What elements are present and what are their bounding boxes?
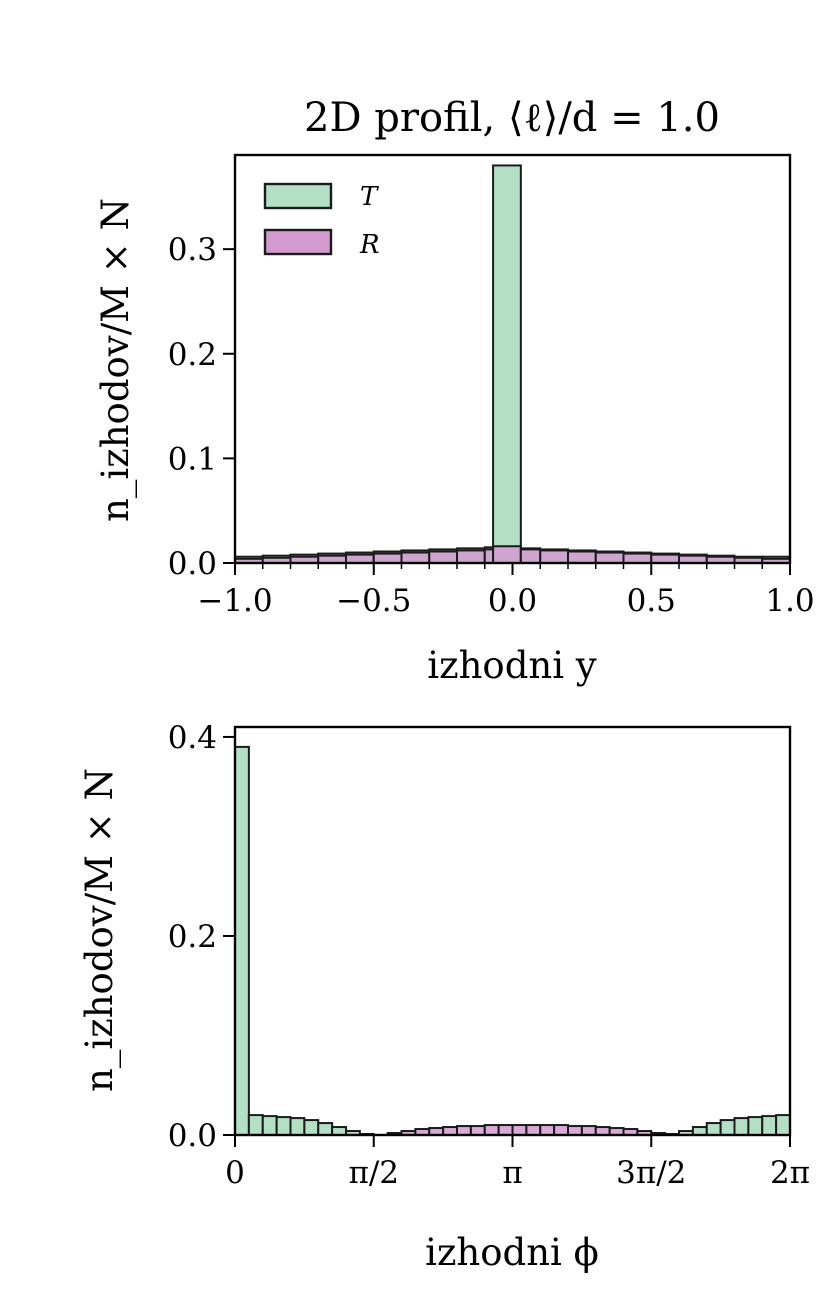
bar-R <box>650 553 680 565</box>
bar-R <box>492 545 522 564</box>
x-tick-label: −1.0 <box>197 583 272 619</box>
plot-frame <box>233 725 792 1137</box>
panel-phi-histogram: 0 π/2 π 3π/2 2π 0.0 0.2 0.4 izhodni ϕ n_izhodov… <box>78 720 810 1274</box>
y-tick-label: 0.1 <box>168 441 217 477</box>
bar-T <box>261 1115 278 1136</box>
bar-R <box>456 549 486 565</box>
bar-R <box>622 552 653 564</box>
bar-R <box>580 1125 597 1137</box>
bar-R <box>519 548 542 565</box>
x-tick-label: 0 <box>225 1155 245 1191</box>
bar-R <box>345 553 375 565</box>
bars-layer <box>234 745 791 1137</box>
bar-T <box>775 1114 791 1136</box>
x-tick-label: π <box>502 1155 522 1191</box>
bar-R <box>456 1125 472 1137</box>
x-tick-label: 0.0 <box>488 583 537 619</box>
x-tick-label: π/2 <box>348 1155 399 1191</box>
bar-R <box>483 548 495 565</box>
chart-title: 2D profil, ⟨ℓ⟩/d = 1.0 <box>304 95 720 141</box>
bar-R <box>372 552 403 564</box>
y-axis-label: n_izhodov/M × N <box>78 768 122 1092</box>
bar-R <box>525 1124 542 1137</box>
bar-R <box>400 551 431 564</box>
y-tick-label: 0.3 <box>168 232 217 268</box>
ticks-layer: −1.0 −0.5 0.0 0.5 1.0 0.0 0.1 0.2 0.3 <box>168 232 815 619</box>
bar-T <box>733 1117 750 1136</box>
x-tick-label: 3π/2 <box>616 1155 686 1191</box>
bar-R <box>497 1124 514 1137</box>
legend-label-R: R <box>359 230 380 260</box>
bar-R <box>469 1125 486 1137</box>
y-tick-label: 0.2 <box>168 337 217 373</box>
legend-swatch-R <box>263 228 333 256</box>
bar-T <box>317 1122 334 1137</box>
bar-T <box>234 745 250 1137</box>
ticks-layer: 0 π/2 π 3π/2 2π 0.0 0.2 0.4 <box>168 720 810 1191</box>
y-tick-label: 0.0 <box>168 546 217 582</box>
bar-R <box>567 550 597 565</box>
bar-T <box>747 1116 764 1136</box>
bar-R <box>539 1124 556 1137</box>
bar-R <box>567 1125 583 1137</box>
bar-T <box>705 1122 722 1137</box>
y-tick-label: 0.2 <box>168 919 217 955</box>
bar-R <box>594 551 625 564</box>
legend: T R <box>263 182 380 260</box>
x-tick-label: 2π <box>770 1155 810 1191</box>
y-tick-label: 0.4 <box>168 720 217 756</box>
bar-T <box>275 1116 292 1136</box>
bar-T <box>247 1114 264 1136</box>
legend-label-T: T <box>360 182 379 212</box>
bar-R <box>483 1124 500 1137</box>
bar-T <box>303 1119 320 1136</box>
bar-T <box>492 164 522 564</box>
y-axis-label: n_izhodov/M × N <box>94 198 138 522</box>
panel-y-histogram: 2D profil, ⟨ℓ⟩/d = 1.0 −1.0 −0.5 0.0 0.5 1.0… <box>94 95 815 687</box>
bar-R <box>428 550 458 565</box>
bar-T <box>289 1117 306 1136</box>
bar-R <box>511 1124 528 1137</box>
bar-T <box>719 1119 736 1136</box>
bars-layer <box>234 164 791 565</box>
x-axis-label: izhodni y <box>427 644 597 687</box>
x-tick-label: 0.5 <box>627 583 676 619</box>
x-tick-label: −0.5 <box>336 583 411 619</box>
y-tick-label: 0.0 <box>168 1118 217 1154</box>
bar-R <box>539 549 569 565</box>
plot-frame <box>233 153 792 565</box>
x-axis-label: izhodni ϕ <box>425 1231 599 1274</box>
bar-T <box>761 1115 778 1136</box>
x-tick-label: 1.0 <box>765 583 814 619</box>
bar-R <box>553 1124 569 1137</box>
legend-swatch-T <box>263 182 333 210</box>
